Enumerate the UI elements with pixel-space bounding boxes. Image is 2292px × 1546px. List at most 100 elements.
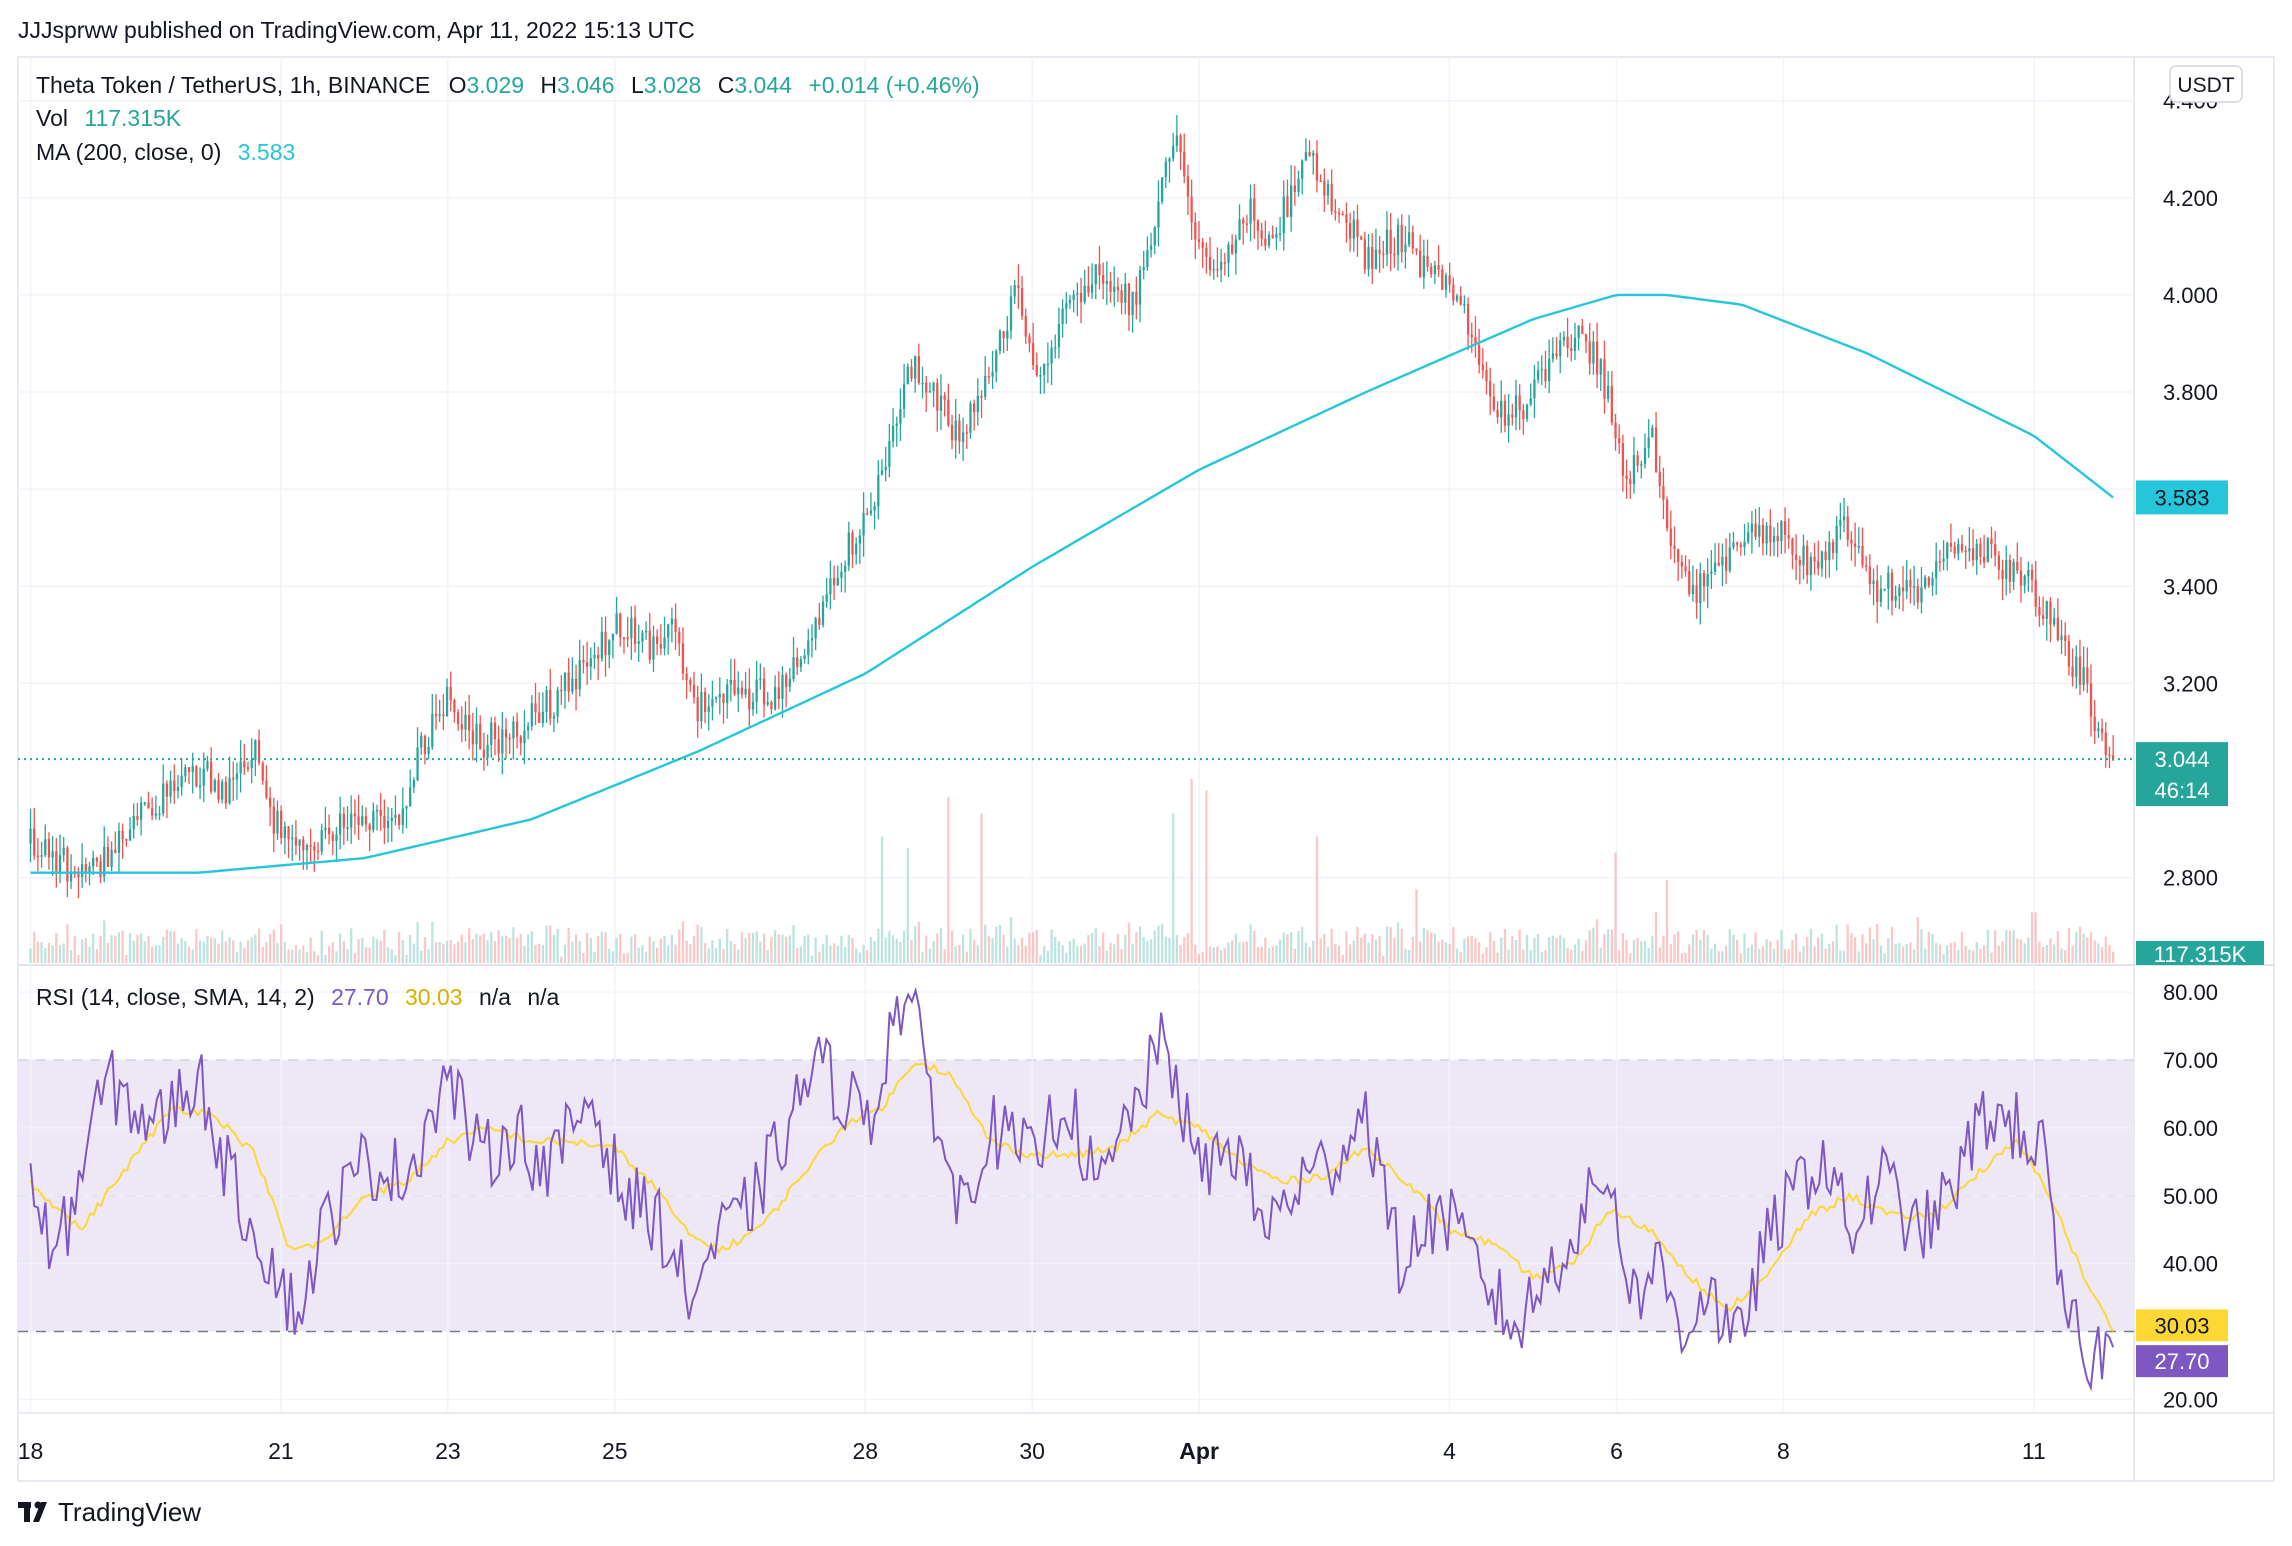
volume-bar xyxy=(1654,911,1658,963)
symbol-label[interactable]: Theta Token / TetherUS, 1h, BINANCE xyxy=(36,72,430,98)
volume-bar xyxy=(777,934,780,963)
volume-bar xyxy=(722,948,725,963)
candle-body xyxy=(2067,640,2071,667)
volume-bar xyxy=(1216,946,1219,963)
volume-bar xyxy=(1588,930,1591,963)
volume-bar xyxy=(1518,929,1521,963)
candle-body xyxy=(416,747,419,781)
candle-body xyxy=(2064,635,2067,641)
candle-body xyxy=(574,678,578,690)
volume-bar xyxy=(873,940,876,963)
candle-body xyxy=(1599,359,1602,375)
candle-body xyxy=(700,692,703,722)
candle-body xyxy=(862,512,865,536)
ma-label[interactable]: MA (200, close, 0) xyxy=(36,139,221,165)
volume-bar xyxy=(1806,936,1809,963)
volume-bar xyxy=(851,937,854,963)
candle-body xyxy=(1013,285,1016,297)
volume-bar xyxy=(2078,926,2082,963)
volume-bar xyxy=(427,949,430,963)
candle-body xyxy=(1828,542,1831,561)
price-tick-label: 4.000 xyxy=(2163,283,2218,308)
candle-body xyxy=(711,698,714,707)
volume-bar xyxy=(475,933,478,963)
volume-bar xyxy=(1691,934,1695,963)
volume-bar xyxy=(1839,950,1842,963)
volume-bar xyxy=(335,951,338,963)
candle-body xyxy=(877,474,880,507)
candle-body xyxy=(409,787,412,807)
volume-bar xyxy=(714,947,718,963)
volume-bar xyxy=(2008,931,2012,963)
candle-body xyxy=(497,739,500,754)
volume-bar xyxy=(836,945,839,963)
volume-bar xyxy=(1249,924,1252,963)
candle-body xyxy=(464,714,467,730)
candle-body xyxy=(781,674,784,699)
time-tick-label: 4 xyxy=(1443,1438,1456,1464)
tradingview-logo[interactable]: TradingView xyxy=(18,1497,201,1527)
candle-body xyxy=(1068,299,1072,304)
volume-bar xyxy=(2108,944,2111,963)
candle-body xyxy=(294,837,298,846)
volume-bar xyxy=(1953,941,1956,963)
rsi-tick-label: 60.00 xyxy=(2163,1116,2218,1141)
volume-bar xyxy=(1017,944,1020,963)
volume-bar xyxy=(434,942,438,963)
candle-body xyxy=(305,844,309,851)
open-value: 3.029 xyxy=(466,72,524,98)
volume-bar xyxy=(1817,937,1820,963)
candle-body xyxy=(1455,295,1459,301)
volume-bar xyxy=(283,942,286,963)
candle-body xyxy=(740,687,744,695)
candle-body xyxy=(1183,152,1186,177)
ohlc-legend: Theta Token / TetherUS, 1h, BINANCE O3.0… xyxy=(36,72,980,98)
volume-bar xyxy=(1009,917,1013,963)
candle-body xyxy=(1138,270,1142,305)
candle-body xyxy=(729,679,733,685)
volume-bar xyxy=(1002,934,1005,963)
price-tick-label: 3.800 xyxy=(2163,380,2218,405)
volume-bar xyxy=(243,948,246,963)
candle-body xyxy=(648,630,651,660)
candle-body xyxy=(1894,596,1897,601)
candle-body xyxy=(600,631,603,659)
candle-body xyxy=(884,466,887,471)
volume-bar xyxy=(855,948,858,963)
volume-bar xyxy=(1194,944,1197,963)
volume-bar xyxy=(2104,936,2107,963)
volume-bar xyxy=(1960,931,1964,963)
candle-body xyxy=(195,765,198,787)
volume-bar xyxy=(582,952,585,963)
candle-body xyxy=(1043,364,1046,376)
volume-bar xyxy=(1057,941,1061,963)
candle-body xyxy=(1441,269,1444,290)
candle-body xyxy=(755,679,758,702)
candle-body xyxy=(235,773,239,780)
volume-bar xyxy=(1573,944,1577,963)
volume-bar xyxy=(921,952,924,963)
currency-button[interactable]: USDT xyxy=(2169,65,2243,103)
volume-bar xyxy=(346,949,349,963)
candle-body xyxy=(99,861,102,877)
candle-body xyxy=(125,839,128,841)
volume-bar xyxy=(1765,939,1768,963)
volume-label[interactable]: Vol xyxy=(36,105,68,131)
volume-bar xyxy=(950,930,954,963)
candle-body xyxy=(357,816,360,826)
volume-bar xyxy=(320,930,323,963)
rsi-label[interactable]: RSI (14, close, SMA, 14, 2) xyxy=(36,984,315,1010)
candle-body xyxy=(1098,264,1101,276)
volume-bar xyxy=(1223,948,1226,963)
candle-body xyxy=(1242,219,1245,224)
time-tick-label: 25 xyxy=(602,1438,628,1464)
candle-body xyxy=(493,722,497,740)
volume-bar xyxy=(1500,937,1503,963)
candle-body xyxy=(1057,324,1061,348)
volume-bar xyxy=(611,951,615,963)
volume-bar xyxy=(703,943,707,963)
candle-body xyxy=(534,703,537,713)
volume-bar xyxy=(1470,936,1473,963)
candle-body xyxy=(309,844,312,847)
